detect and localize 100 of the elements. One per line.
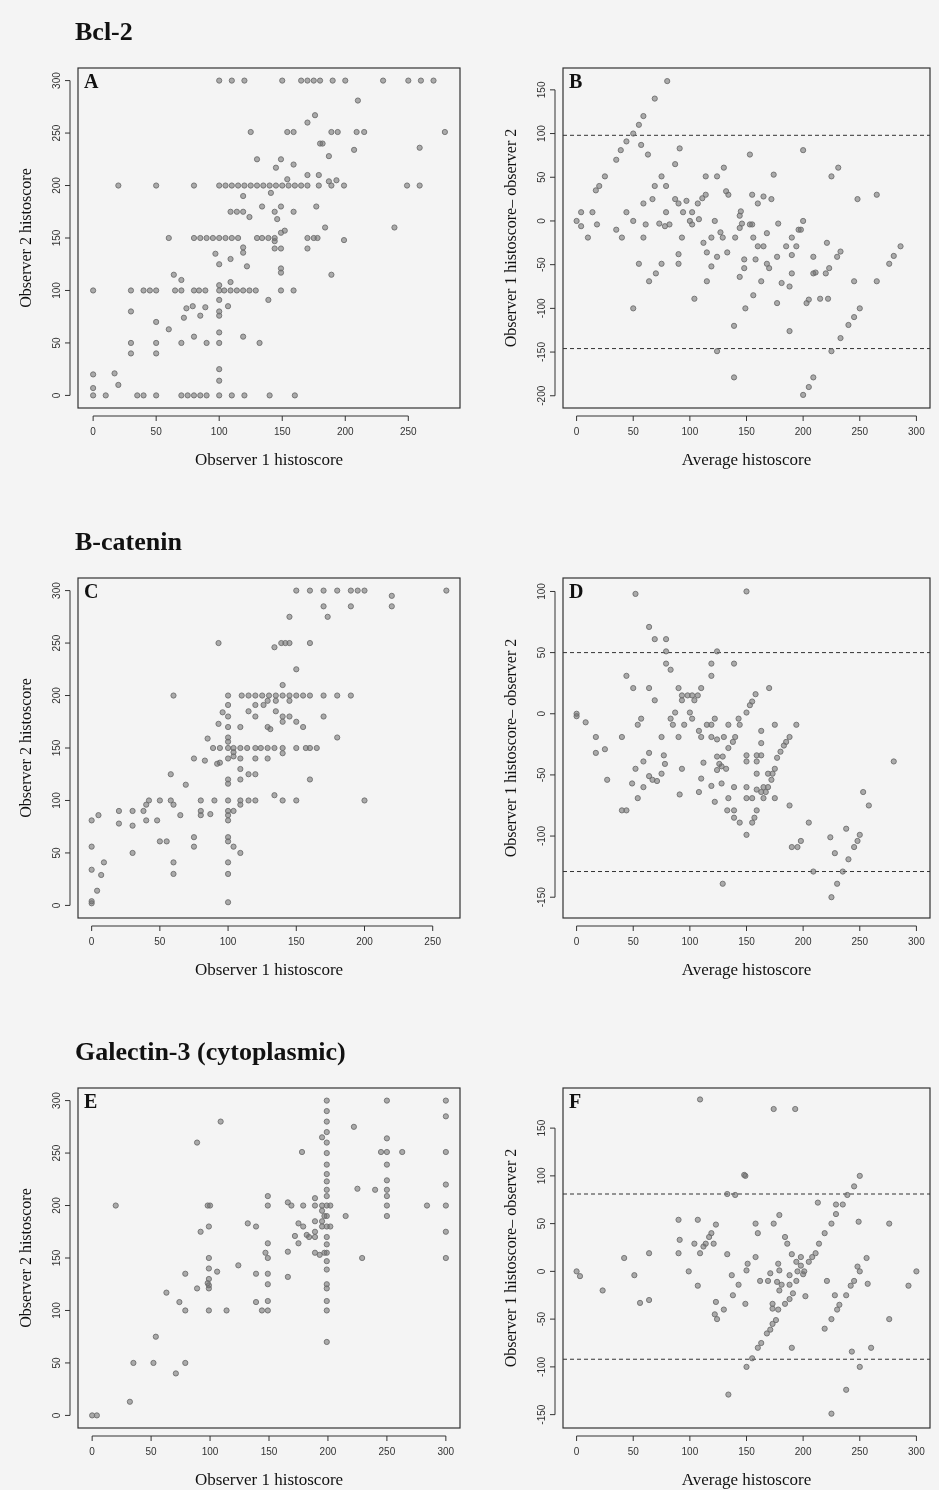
y-tick-label: 50 bbox=[536, 646, 547, 659]
x-tick-label: 100 bbox=[681, 1446, 699, 1457]
x-tick-label: 300 bbox=[908, 1446, 926, 1457]
annotation: D bbox=[569, 580, 584, 602]
chart-title: Bcl-2 bbox=[75, 17, 133, 46]
y-tick-label: 150 bbox=[51, 739, 62, 757]
x-tick-label: 100 bbox=[210, 426, 228, 437]
y-tick-label: -200 bbox=[536, 385, 547, 406]
x-tick-label: 150 bbox=[287, 936, 306, 947]
chart-title: Galectin-3 (cytoplasmic) bbox=[75, 1037, 346, 1066]
x-tick-label: 150 bbox=[738, 1446, 756, 1457]
x-tick-label: 0 bbox=[90, 426, 97, 437]
x-tick-label: 0 bbox=[573, 426, 580, 437]
x-axis-title: Observer 1 histoscore bbox=[194, 1470, 344, 1489]
y-tick-label: -100 bbox=[536, 297, 547, 319]
x-tick-label: 100 bbox=[681, 936, 699, 947]
x-tick-label: 0 bbox=[89, 1446, 96, 1457]
x-tick-label: 250 bbox=[851, 1446, 869, 1457]
x-tick-label: 50 bbox=[627, 426, 640, 437]
y-axis-title: Observer 1 histoscore– observer 2 bbox=[502, 638, 519, 858]
y-tick-label: 100 bbox=[51, 281, 62, 299]
x-tick-label: 50 bbox=[145, 1446, 158, 1457]
y-tick-label: 300 bbox=[51, 1091, 62, 1109]
x-tick-label: 300 bbox=[437, 1446, 455, 1457]
y-tick-label: -150 bbox=[536, 341, 547, 363]
y-tick-label: 50 bbox=[51, 1356, 62, 1369]
x-tick-label: 250 bbox=[399, 426, 418, 437]
x-tick-label: 200 bbox=[336, 426, 355, 437]
x-tick-label: 50 bbox=[627, 1446, 640, 1457]
y-tick-label: -50 bbox=[536, 1311, 547, 1327]
y-tick-label: 50 bbox=[51, 336, 62, 349]
y-tick-label: 150 bbox=[51, 1249, 62, 1267]
annotation: B bbox=[569, 70, 583, 92]
x-axis-title: Average histoscore bbox=[681, 1470, 812, 1489]
y-tick-label: 0 bbox=[51, 1412, 62, 1419]
y-tick-label: 100 bbox=[51, 1301, 62, 1319]
y-tick-label: -150 bbox=[536, 1404, 547, 1425]
y-tick-label: -50 bbox=[536, 256, 547, 272]
y-tick-label: 100 bbox=[51, 791, 62, 809]
x-axis-title: Observer 1 histoscore bbox=[194, 960, 344, 979]
y-tick-label: 150 bbox=[536, 81, 547, 99]
y-tick-label: -50 bbox=[536, 767, 547, 783]
y-tick-label: 50 bbox=[51, 846, 62, 859]
y-tick-label: 50 bbox=[536, 1217, 547, 1230]
x-tick-label: 50 bbox=[627, 936, 640, 947]
x-tick-label: 250 bbox=[424, 936, 442, 947]
x-tick-label: 150 bbox=[738, 936, 756, 947]
annotation: C bbox=[84, 580, 99, 602]
x-tick-label: 150 bbox=[738, 426, 756, 437]
y-tick-label: -100 bbox=[536, 825, 547, 847]
x-tick-label: 0 bbox=[573, 1446, 580, 1457]
x-tick-label: 200 bbox=[794, 936, 812, 947]
x-tick-label: 100 bbox=[681, 426, 699, 437]
x-tick-label: 250 bbox=[851, 426, 869, 437]
x-tick-label: 50 bbox=[154, 936, 166, 947]
y-tick-label: 100 bbox=[536, 124, 547, 142]
x-axis-title: Average histoscore bbox=[681, 450, 812, 469]
y-tick-label: 0 bbox=[51, 902, 62, 909]
x-tick-label: 200 bbox=[319, 1446, 337, 1457]
y-tick-label: 100 bbox=[536, 1167, 547, 1185]
y-tick-label: 0 bbox=[536, 1268, 547, 1275]
y-tick-label: 200 bbox=[51, 176, 62, 194]
y-tick-label: 0 bbox=[536, 710, 547, 717]
y-tick-label: 300 bbox=[51, 71, 62, 89]
chart-title: B-catenin bbox=[75, 527, 183, 556]
y-tick-label: -100 bbox=[536, 1356, 547, 1377]
annotation: A bbox=[84, 70, 99, 92]
x-tick-label: 150 bbox=[260, 1446, 278, 1457]
x-tick-label: 0 bbox=[573, 936, 580, 947]
y-tick-label: -150 bbox=[536, 886, 547, 908]
y-axis-title: Observer 2 histoscore bbox=[17, 168, 34, 308]
y-tick-label: 0 bbox=[51, 392, 62, 399]
y-tick-label: 150 bbox=[536, 1119, 547, 1137]
y-tick-label: 250 bbox=[51, 1144, 62, 1162]
y-tick-label: 250 bbox=[51, 124, 62, 142]
x-tick-label: 0 bbox=[88, 936, 95, 947]
x-tick-label: 100 bbox=[201, 1446, 219, 1457]
x-tick-label: 300 bbox=[908, 426, 926, 437]
y-axis-title: Observer 1 histoscore– observer 2 bbox=[502, 1148, 519, 1368]
x-tick-label: 250 bbox=[378, 1446, 396, 1457]
y-tick-label: 300 bbox=[51, 581, 62, 599]
x-tick-label: 50 bbox=[150, 426, 163, 437]
x-tick-label: 250 bbox=[851, 936, 869, 947]
y-tick-label: 100 bbox=[536, 582, 547, 600]
x-tick-label: 200 bbox=[356, 936, 374, 947]
x-tick-label: 200 bbox=[794, 1446, 812, 1457]
y-axis-title: Observer 2 histoscore bbox=[17, 678, 34, 818]
y-tick-label: 150 bbox=[51, 229, 62, 247]
x-tick-label: 100 bbox=[219, 936, 237, 947]
y-tick-label: 200 bbox=[51, 686, 62, 704]
x-axis-title: Observer 1 histoscore bbox=[194, 450, 344, 469]
y-axis-title: Observer 2 histoscore bbox=[17, 1188, 34, 1328]
x-tick-label: 200 bbox=[794, 426, 812, 437]
x-tick-label: 150 bbox=[273, 426, 292, 437]
x-axis-title: Average histoscore bbox=[681, 960, 812, 979]
y-tick-label: 250 bbox=[51, 634, 62, 652]
y-tick-label: 200 bbox=[51, 1196, 62, 1214]
y-tick-label: 0 bbox=[536, 217, 547, 224]
annotation: E bbox=[84, 1090, 98, 1112]
x-tick-label: 300 bbox=[908, 936, 926, 947]
